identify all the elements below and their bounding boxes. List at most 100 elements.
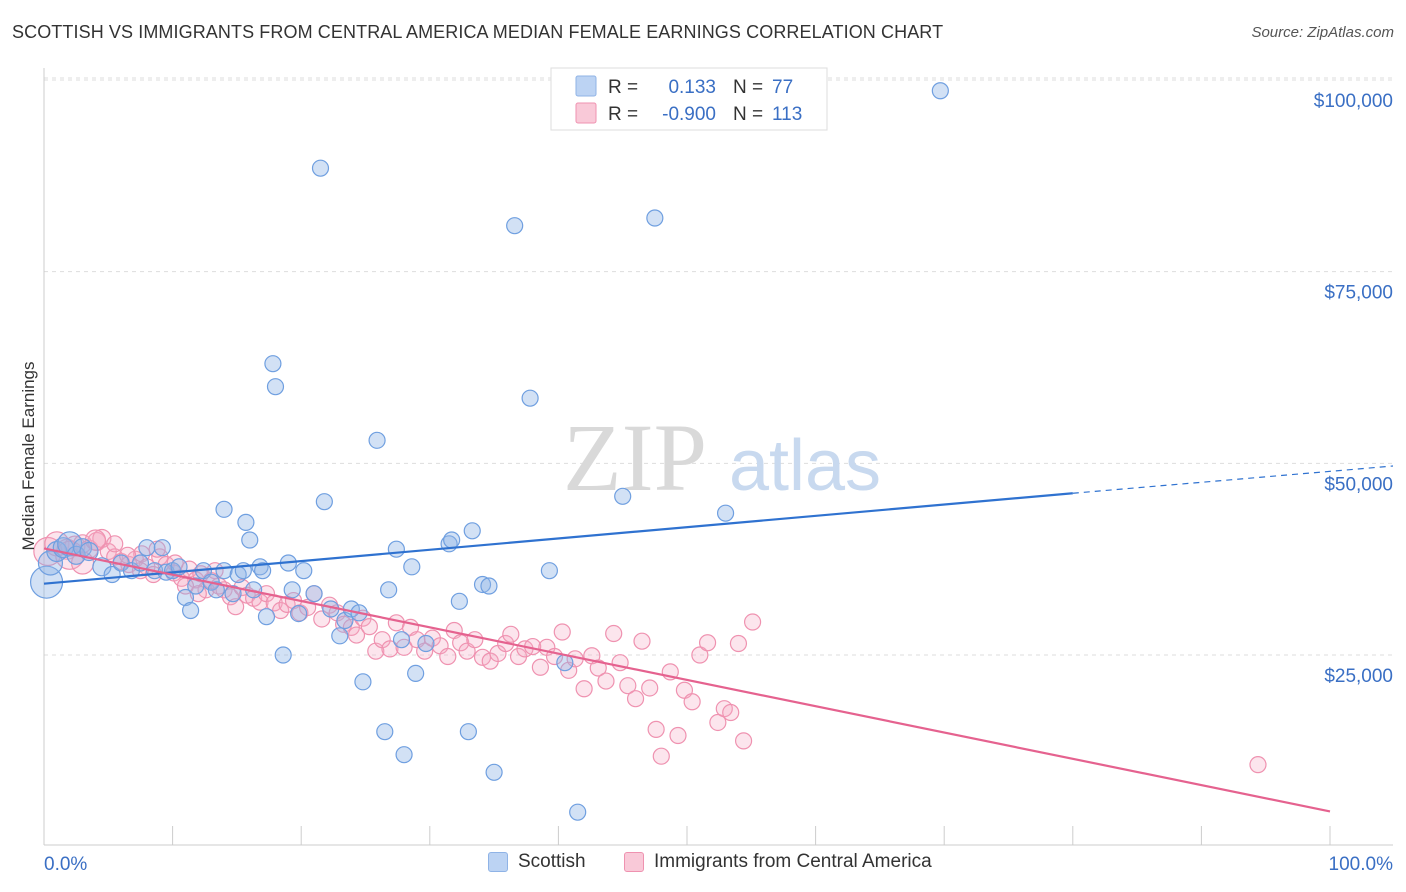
immigrants-point-68	[502, 625, 520, 643]
immigrants-point-35	[272, 601, 290, 620]
watermark: ZIP atlas	[563, 404, 881, 511]
x-tick-label-left: 0.0%	[44, 854, 87, 875]
scottish-point-19	[176, 588, 195, 607]
scottish-point-43	[305, 585, 323, 603]
scottish-point-4	[57, 531, 83, 557]
scottish-point-60	[417, 634, 435, 653]
scottish-point-59	[407, 664, 425, 683]
scottish-point-56	[392, 631, 411, 649]
immigrants-trend-line	[43, 547, 1331, 813]
legend-top: R = 0.133 N = 77 R = -0.900 N = 113	[550, 67, 828, 131]
scottish-point-44	[311, 159, 330, 177]
immigrants-point-52	[387, 614, 405, 632]
y-tick-label-0: $25,000	[1324, 666, 1393, 687]
immigrants-point-88	[647, 720, 665, 738]
immigrants-point-72	[531, 658, 549, 676]
scottish-point-27	[224, 585, 242, 603]
scottish-point-42	[295, 562, 313, 580]
scottish-point-70	[521, 389, 539, 407]
scottish-trend-extension	[1072, 465, 1394, 494]
scottish-point-63	[450, 592, 468, 610]
immigrants-point-59	[439, 647, 457, 666]
legend-item-scottish[interactable]: Scottish	[488, 851, 586, 873]
scottish-point-67	[480, 577, 498, 595]
scottish-point-73	[569, 803, 587, 821]
scottish-point-41	[290, 604, 308, 623]
scottish-point-1	[37, 550, 64, 576]
legend-swatch-scottish-bottom	[488, 852, 508, 872]
immigrants-point-85	[626, 690, 645, 708]
scottish-point-40	[283, 581, 301, 599]
immigrants-point-89	[652, 747, 670, 765]
immigrants-point-80	[589, 659, 607, 677]
watermark-zip: ZIP	[563, 404, 707, 511]
immigrants-point-86	[633, 632, 651, 650]
immigrants-point-99	[729, 634, 748, 653]
scottish-point-76	[716, 504, 735, 522]
legend-r-value-1: 0.133	[668, 77, 716, 98]
scottish-point-77	[931, 82, 949, 100]
legend-swatch-immigrants	[575, 102, 597, 124]
legend-n-value-2: 113	[772, 104, 802, 125]
scottish-point-75	[646, 209, 664, 227]
immigrants-point-101	[743, 613, 762, 631]
scottish-point-64	[459, 723, 477, 741]
scottish-point-24	[207, 581, 225, 599]
scottish-point-52	[368, 431, 386, 449]
scottish-point-31	[241, 531, 259, 549]
scottish-point-30	[237, 513, 255, 531]
scottish-point-45	[315, 493, 333, 511]
legend-item-immigrants[interactable]: Immigrants from Central America	[624, 851, 932, 873]
scottish-point-69	[506, 217, 524, 235]
source-credit: Source: ZipAtlas.com	[1251, 24, 1394, 41]
scottish-point-65	[463, 522, 481, 540]
legend-r-label-2: R =	[608, 104, 638, 125]
scottish-point-36	[264, 355, 282, 373]
immigrants-point-94	[691, 646, 709, 664]
y-tick-labels: $25,000 $50,000 $75,000 $100,000	[1314, 91, 1393, 687]
immigrants-point-96	[709, 713, 727, 732]
legend-n-value-1: 77	[772, 77, 793, 98]
immigrants-point-93	[683, 693, 701, 711]
immigrants-point-63	[466, 631, 484, 649]
scottish-point-51	[354, 673, 372, 691]
scottish-point-15	[153, 539, 171, 557]
scottish-point-74	[614, 487, 632, 505]
scottish-point-25	[215, 562, 233, 580]
scottish-point-37	[266, 378, 285, 396]
immigrants-point-84	[619, 677, 637, 695]
legend-bottom: Scottish Immigrants from Central America	[0, 851, 1406, 879]
legend-n-label-1: N =	[733, 77, 763, 98]
immigrants-point-98	[722, 703, 740, 722]
axes	[43, 68, 1393, 846]
scottish-point-47	[331, 627, 349, 645]
legend-n-label-2: N =	[733, 104, 763, 125]
scottish-point-35	[257, 608, 276, 626]
legend-label-immigrants: Immigrants from Central America	[654, 851, 932, 872]
trend-lines	[43, 465, 1394, 813]
scottish-point-26	[215, 500, 233, 518]
immigrants-point-91	[669, 726, 687, 745]
immigrants-point-108	[106, 535, 124, 553]
scottish-point-20	[182, 601, 200, 620]
immigrants-point-78	[575, 680, 593, 698]
scottish-point-71	[540, 562, 558, 580]
immigrants-point-104	[1249, 756, 1267, 774]
scottish-point-55	[387, 540, 405, 558]
immigrants-point-75	[553, 623, 571, 641]
immigrants-point-95	[698, 634, 717, 652]
scottish-point-68	[485, 763, 503, 781]
immigrants-point-48	[360, 618, 378, 636]
chart-title: SCOTTISH VS IMMIGRANTS FROM CENTRAL AMER…	[12, 22, 944, 42]
scottish-point-66	[473, 575, 492, 594]
scottish-point-13	[138, 539, 156, 557]
scottish-trend-line	[43, 492, 1073, 585]
y-tick-label-3: $100,000	[1314, 91, 1393, 112]
y-tick-label-2: $75,000	[1324, 283, 1393, 304]
scottish-point-57	[395, 746, 413, 764]
watermark-atlas: atlas	[729, 426, 881, 506]
immigrants-point-81	[597, 672, 615, 690]
scottish-point-58	[403, 558, 421, 576]
immigrants-point-107	[84, 529, 107, 551]
